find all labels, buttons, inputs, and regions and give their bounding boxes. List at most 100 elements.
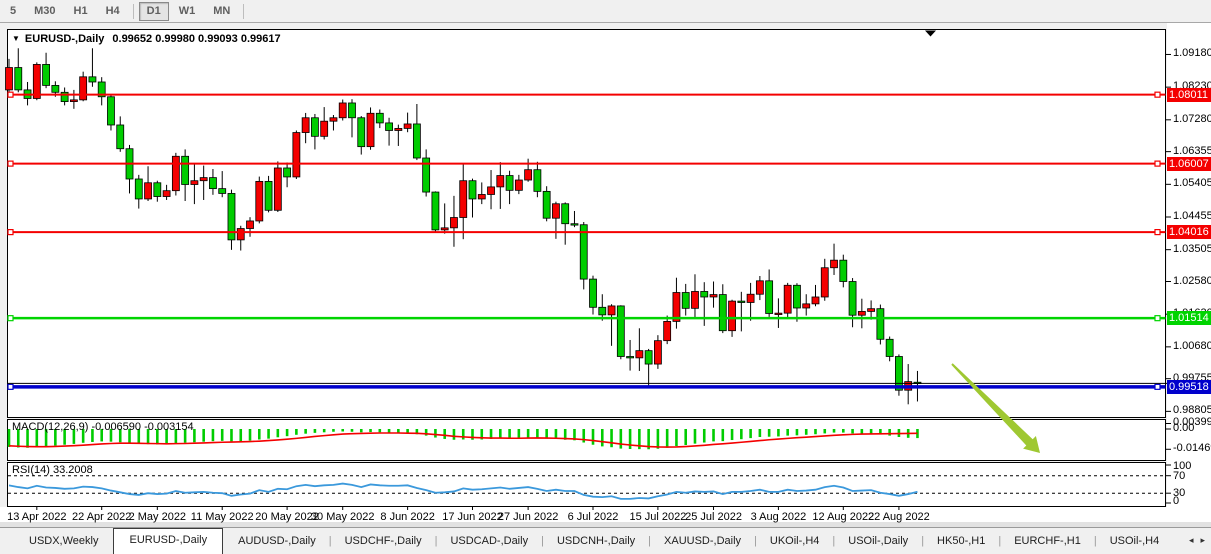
candle-body: [895, 356, 903, 391]
candle-body: [626, 356, 634, 359]
line-handle[interactable]: [7, 91, 14, 98]
toolbar-separator: [132, 3, 134, 19]
chart-shift-triangle-icon[interactable]: [925, 30, 936, 37]
line-handle[interactable]: [1154, 91, 1161, 98]
candle-body: [107, 96, 115, 126]
tab-scroll-right-icon[interactable]: ▸: [1200, 535, 1205, 545]
date-axis-label: 15 Jul 2022: [629, 511, 687, 523]
line-handle[interactable]: [7, 229, 14, 236]
date-axis-label: 25 Jul 2022: [685, 511, 742, 523]
macd-name: MACD(12,26,9): [12, 421, 89, 433]
line-handle[interactable]: [1154, 383, 1161, 390]
candle-body: [830, 259, 838, 269]
rsi-axis-label: 30: [1173, 487, 1186, 500]
date-axis-label: 12 Aug 2022: [812, 511, 875, 523]
timeframe-button-m30[interactable]: M30: [34, 4, 56, 17]
date-axis-label: 27 Jun 2022: [497, 511, 559, 523]
candle-body: [97, 81, 106, 98]
timeframe-button-h1[interactable]: H1: [73, 4, 88, 17]
timeframe-button-5[interactable]: 5: [10, 4, 17, 17]
candle-body: [514, 179, 523, 191]
candle-body: [570, 223, 579, 226]
main-chart-panel: [7, 29, 1166, 418]
candle-body: [635, 350, 644, 359]
candle-body: [681, 292, 690, 309]
candle-body: [672, 292, 681, 322]
candle-body: [153, 182, 162, 197]
candle-body: [783, 284, 792, 314]
date-axis-row: [0, 507, 1211, 522]
timeframe-button-d1[interactable]: D1: [138, 1, 169, 21]
price-axis-label: 1.04455: [1173, 210, 1211, 222]
candle-body: [839, 259, 848, 282]
date-axis-label: 20 May 2022: [255, 511, 319, 523]
candle-body: [311, 117, 319, 137]
timeframe-button-h4[interactable]: H4: [105, 4, 120, 17]
timeframe-button-mn[interactable]: MN: [213, 4, 231, 17]
candle-body: [654, 340, 662, 365]
line-handle[interactable]: [1154, 229, 1161, 236]
tab-scroll-arrows: ◂ ▸: [1189, 535, 1205, 554]
chart-tab-hk50-h1[interactable]: HK50-,H1: [937, 535, 986, 547]
chart-tab-usoil-daily[interactable]: USOil-,Daily: [848, 535, 909, 547]
line-handle[interactable]: [1154, 315, 1161, 322]
chart-title: ▼ EURUSD-,Daily 0.99652 0.99980 0.99093 0.…: [12, 33, 281, 45]
tab-separator: |: [998, 535, 1002, 547]
chart-dropdown-icon[interactable]: ▼: [12, 34, 20, 43]
candle-body: [301, 117, 310, 133]
rsi-axis-label: 70: [1173, 469, 1186, 482]
chart-tab-usdcad-daily[interactable]: USDCAD-,Daily: [450, 535, 529, 547]
candle-body: [700, 291, 709, 298]
annotation-arrow[interactable]: [951, 363, 1040, 453]
chart-tab-ukoil-h4[interactable]: UKOil-,H4: [769, 535, 820, 547]
rsi-axis-label: 0: [1173, 494, 1180, 507]
chart-tab-eurchf-h1[interactable]: EURCHF-,H1: [1014, 535, 1081, 547]
chart-tab-xauusd-daily[interactable]: XAUUSD-,Daily: [664, 535, 742, 547]
horizontal-scrollbar[interactable]: [0, 522, 1211, 527]
candle-body: [459, 180, 468, 218]
candle-body: [273, 167, 282, 211]
chart-tab-audusd-daily[interactable]: AUDUSD-,Daily: [238, 535, 316, 547]
candle-body: [755, 280, 764, 295]
chart-symbol-label: EURUSD-,Daily: [24, 33, 105, 45]
date-axis-label: 11 May 2022: [190, 511, 254, 523]
macd-indicator-label: MACD(12,26,9) -0.006590 -0.003154: [12, 421, 194, 433]
candle-body: [737, 300, 746, 303]
candle-body: [88, 76, 97, 83]
timeframe-button-w1[interactable]: W1: [178, 4, 196, 17]
chart-tab-usdcnh-daily[interactable]: USDCNH-,Daily: [556, 535, 636, 547]
chart-tab-usoil-h4[interactable]: USOil-,H4: [1109, 535, 1160, 547]
candle-body: [431, 191, 440, 231]
chart-tab-usdchf-daily[interactable]: USDCHF-,Daily: [344, 535, 422, 547]
line-handle[interactable]: [1154, 160, 1161, 167]
tab-separator: |: [434, 535, 438, 547]
candle-body: [440, 227, 449, 231]
candle-body: [264, 180, 273, 211]
date-axis-label: 30 May 2022: [310, 511, 375, 523]
candle-body: [774, 312, 783, 315]
chart-tab-eurusd-daily[interactable]: EURUSD-,Daily: [113, 528, 224, 554]
line-handle[interactable]: [7, 383, 14, 390]
candle-body: [366, 112, 375, 148]
tab-separator: |: [328, 535, 332, 547]
candle-body: [663, 321, 672, 342]
candle-body: [793, 284, 801, 309]
candle-body: [450, 217, 458, 229]
tab-separator: |: [832, 535, 836, 547]
candle-body: [338, 102, 347, 119]
chart-tab-usdx-weekly[interactable]: USDX,Weekly: [29, 535, 99, 547]
candle-body: [394, 128, 403, 131]
price-axis-label: 1.06355: [1173, 144, 1211, 157]
candle-body: [505, 175, 514, 191]
hline-price-label: 1.01514: [1167, 311, 1211, 326]
candle-body: [718, 294, 727, 332]
tab-scroll-left-icon[interactable]: ◂: [1188, 535, 1194, 545]
line-handle[interactable]: [7, 315, 14, 322]
toolbar-separator: [243, 3, 245, 19]
candle-body: [691, 291, 699, 309]
candle-body: [329, 117, 338, 122]
candle-body: [42, 64, 50, 86]
line-handle[interactable]: [7, 160, 14, 167]
hline-price-label: 1.08011: [1167, 87, 1211, 102]
